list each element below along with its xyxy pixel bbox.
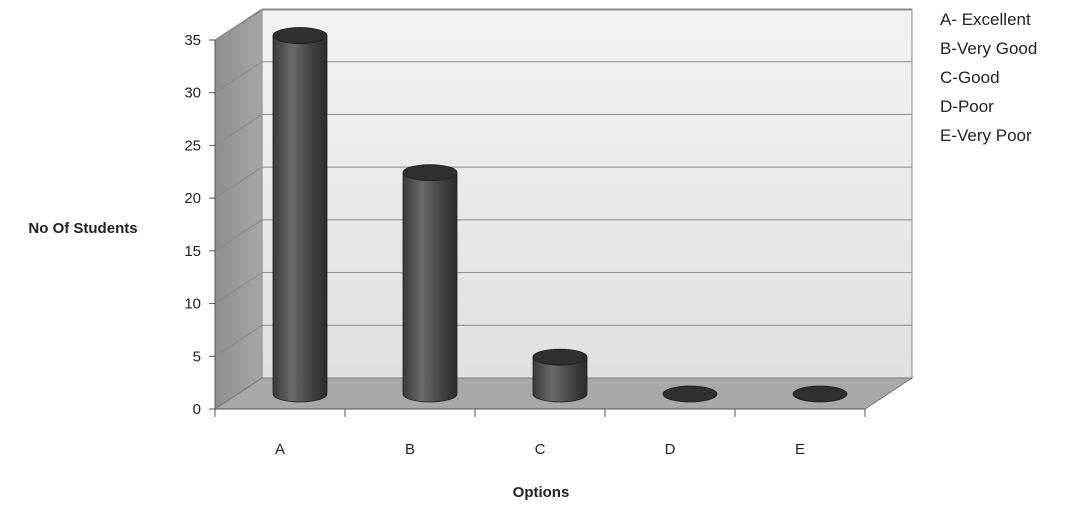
x-tick-label: E [795, 441, 805, 458]
legend-entry: B-Very Good [940, 39, 1037, 58]
y-axis-title: No Of Students [28, 220, 137, 237]
gridline-side [214, 166, 263, 199]
bar-body [272, 35, 328, 403]
legend-entry: C-Good [940, 68, 1000, 87]
bar-top [662, 385, 718, 403]
gridline-side [214, 8, 263, 41]
bar-top [792, 385, 848, 403]
bar-top [272, 27, 328, 44]
x-axis-title: Options [513, 484, 570, 501]
gridline-side [214, 61, 263, 94]
gridline-side [214, 272, 263, 304]
bar-top [402, 164, 458, 182]
x-tick-label: A [275, 441, 285, 458]
x-tick-label: C [535, 441, 546, 458]
legend: A- Excellent B-Very Good C-Good D-Poor E-Ver… [940, 10, 1037, 145]
gridline-side [214, 114, 263, 146]
y-tick-label: 20 [184, 190, 201, 207]
side-wall [214, 9, 263, 410]
bar-body [532, 356, 588, 403]
y-tick-label: 10 [184, 296, 201, 313]
bar-body [402, 172, 458, 403]
x-tick-label: B [405, 441, 415, 458]
gridline-side [214, 324, 263, 357]
legend-entry: E-Very Poor [940, 126, 1032, 145]
y-tick-label: 15 [184, 243, 201, 260]
bar-B [402, 164, 458, 403]
gridline-side [214, 219, 263, 252]
y-tick-label: 25 [184, 137, 201, 154]
bar-E [792, 385, 848, 403]
y-tick-label: 0 [193, 401, 201, 418]
y-tick-label: 5 [193, 348, 201, 365]
bar-top [532, 348, 588, 366]
x-tick-label: D [665, 441, 676, 458]
bar-D [662, 385, 718, 403]
back-wall [261, 9, 913, 379]
bars [272, 27, 848, 403]
bar-A [272, 27, 328, 403]
axes: 0 5 10 15 20 25 30 35 A B C D E [184, 32, 866, 458]
legend-entry: D-Poor [940, 97, 994, 116]
bar-C [532, 348, 588, 403]
y-tick-label: 35 [184, 32, 201, 49]
y-tick-label: 30 [184, 85, 201, 102]
gridlines [214, 8, 912, 357]
legend-entry: A- Excellent [940, 10, 1031, 29]
